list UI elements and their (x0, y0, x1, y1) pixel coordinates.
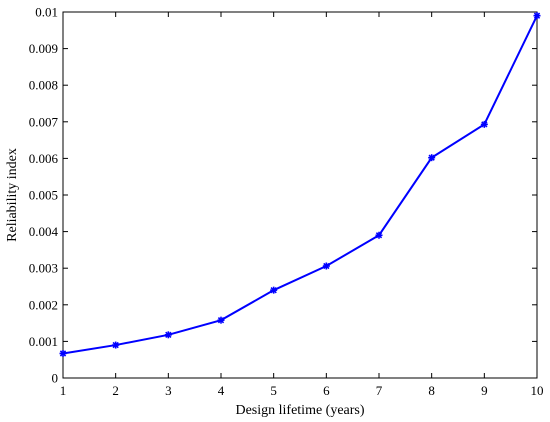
marker-stroke (375, 232, 383, 239)
data-point-marker (322, 262, 330, 270)
marker-stroke (270, 286, 277, 294)
x-tick-label: 7 (376, 383, 383, 398)
y-tick-label: 0.002 (29, 297, 58, 312)
x-tick-label: 6 (323, 383, 330, 398)
x-tick-label: 5 (270, 383, 277, 398)
x-tick-label: 8 (428, 383, 435, 398)
y-tick-label: 0.009 (29, 41, 58, 56)
data-point-marker (164, 331, 172, 339)
y-tick-label: 0.001 (29, 334, 58, 349)
data-point-marker (533, 12, 541, 20)
data-point-marker (59, 349, 67, 357)
y-tick-label: 0.003 (29, 261, 58, 276)
y-axis-title: Reliability index (5, 148, 20, 242)
y-axis: 0 0.001 0.002 0.003 0.004 0.005 0.006 0.007 0.00… (29, 5, 537, 386)
y-tick-label: 0.005 (29, 188, 58, 203)
marker-stroke (481, 121, 488, 128)
data-point-marker (375, 231, 383, 239)
marker-stroke (165, 331, 172, 338)
data-point-marker (217, 316, 225, 324)
series-layer (59, 12, 541, 357)
marker-stroke (428, 154, 435, 161)
x-tick-label: 2 (112, 383, 119, 398)
data-point-marker (428, 154, 436, 162)
y-tick-label: 0.01 (35, 5, 58, 20)
data-point-marker (112, 341, 120, 349)
y-tick-label: 0.006 (29, 151, 59, 166)
marker-stroke (59, 350, 67, 357)
data-point-marker (270, 286, 278, 294)
marker-stroke (217, 317, 225, 324)
marker-stroke (112, 341, 119, 349)
data-point-marker (480, 120, 488, 128)
x-tick-label: 1 (60, 383, 67, 398)
marker-stroke (533, 12, 541, 19)
x-axis-title: Design lifetime (years) (235, 403, 364, 418)
y-tick-label: 0.008 (29, 78, 58, 93)
x-tick-label: 4 (218, 383, 225, 398)
x-tick-label: 10 (531, 383, 544, 398)
y-tick-label: 0.004 (29, 224, 59, 239)
marker-stroke (323, 262, 330, 270)
y-tick-label: 0 (52, 371, 59, 386)
series-line (62, 15, 538, 355)
plot-area (62, 11, 538, 379)
y-tick-label: 0.007 (29, 114, 59, 129)
x-tick-label: 3 (165, 383, 172, 398)
x-tick-label: 9 (481, 383, 488, 398)
